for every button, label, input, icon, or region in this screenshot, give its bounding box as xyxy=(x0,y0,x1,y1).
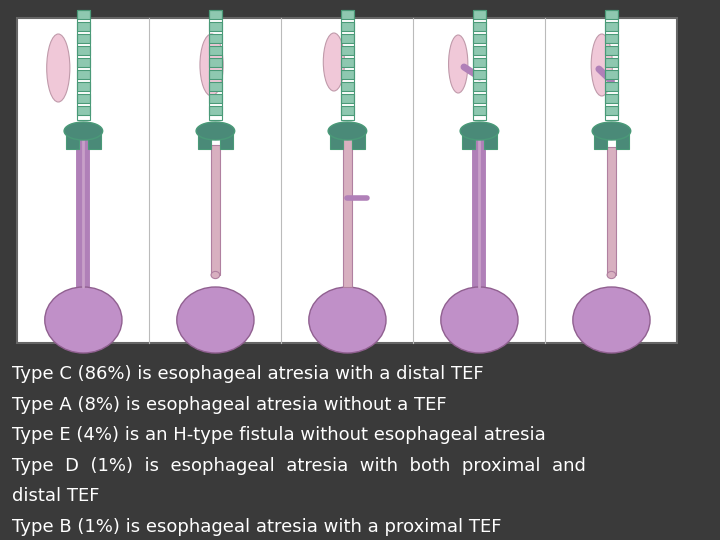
Bar xyxy=(472,106,486,115)
Bar xyxy=(76,82,90,91)
Ellipse shape xyxy=(45,287,122,353)
Bar xyxy=(341,34,354,43)
Bar xyxy=(462,129,474,149)
Ellipse shape xyxy=(196,122,235,140)
Bar xyxy=(341,70,354,79)
Bar xyxy=(605,34,618,43)
Bar xyxy=(607,147,616,275)
Text: Type A (8%) is esophageal atresia without a TEF: Type A (8%) is esophageal atresia withou… xyxy=(12,396,446,414)
Ellipse shape xyxy=(441,287,518,353)
Bar xyxy=(76,106,90,115)
Bar xyxy=(472,94,486,103)
Bar xyxy=(341,106,354,115)
Bar xyxy=(605,10,618,120)
Bar xyxy=(616,129,629,149)
Bar xyxy=(76,70,90,79)
Bar xyxy=(341,46,354,55)
Bar xyxy=(66,129,78,149)
Bar xyxy=(605,58,618,67)
Bar xyxy=(76,22,90,31)
Text: distal TEF: distal TEF xyxy=(12,488,99,505)
Bar xyxy=(198,129,210,149)
Bar xyxy=(209,94,222,103)
Ellipse shape xyxy=(211,272,220,279)
Bar xyxy=(76,34,90,43)
Ellipse shape xyxy=(328,122,366,140)
Ellipse shape xyxy=(177,287,254,353)
Bar xyxy=(89,129,101,149)
Ellipse shape xyxy=(449,35,468,93)
Bar xyxy=(209,10,222,120)
Bar xyxy=(485,129,497,149)
Bar xyxy=(472,46,486,55)
Ellipse shape xyxy=(323,33,344,91)
Bar xyxy=(209,10,222,19)
Bar xyxy=(341,10,354,19)
Bar xyxy=(76,94,90,103)
Bar xyxy=(343,135,352,287)
Text: Type B (1%) is esophageal atresia with a proximal TEF: Type B (1%) is esophageal atresia with a… xyxy=(12,518,501,536)
Bar xyxy=(472,34,486,43)
Bar xyxy=(341,10,354,120)
Bar xyxy=(209,22,222,31)
Ellipse shape xyxy=(64,122,103,140)
Ellipse shape xyxy=(592,122,631,140)
Bar xyxy=(220,129,233,149)
Bar xyxy=(341,82,354,91)
Text: Type C (86%) is esophageal atresia with a distal TEF: Type C (86%) is esophageal atresia with … xyxy=(12,366,483,383)
Bar xyxy=(76,58,90,67)
Bar xyxy=(472,10,486,19)
Bar xyxy=(209,46,222,55)
Bar xyxy=(605,10,618,19)
Bar xyxy=(209,70,222,79)
Bar xyxy=(17,18,678,343)
Ellipse shape xyxy=(573,287,650,353)
Bar xyxy=(209,34,222,43)
Bar xyxy=(209,58,222,67)
Text: Type E (4%) is an H-type fistula without esophageal atresia: Type E (4%) is an H-type fistula without… xyxy=(12,427,545,444)
Text: Type  D  (1%)  is  esophageal  atresia  with  both  proximal  and: Type D (1%) is esophageal atresia with b… xyxy=(12,457,585,475)
Bar xyxy=(472,82,486,91)
Bar xyxy=(472,22,486,31)
Ellipse shape xyxy=(200,34,223,96)
Bar xyxy=(341,58,354,67)
Bar xyxy=(605,94,618,103)
Bar xyxy=(330,129,343,149)
Bar xyxy=(605,82,618,91)
Ellipse shape xyxy=(47,34,70,102)
Bar xyxy=(352,129,365,149)
Bar xyxy=(209,106,222,115)
Bar xyxy=(605,22,618,31)
Bar xyxy=(76,10,90,120)
Bar xyxy=(594,129,607,149)
Bar xyxy=(472,58,486,67)
Bar xyxy=(341,94,354,103)
Bar xyxy=(605,70,618,79)
Bar xyxy=(341,22,354,31)
Bar xyxy=(76,10,90,19)
Bar xyxy=(209,82,222,91)
Ellipse shape xyxy=(309,287,386,353)
Bar xyxy=(472,70,486,79)
Bar xyxy=(211,145,220,275)
Bar xyxy=(472,10,486,120)
Ellipse shape xyxy=(607,272,616,279)
Bar xyxy=(76,46,90,55)
Bar xyxy=(605,46,618,55)
Ellipse shape xyxy=(591,34,613,96)
Bar xyxy=(605,106,618,115)
Ellipse shape xyxy=(460,122,499,140)
